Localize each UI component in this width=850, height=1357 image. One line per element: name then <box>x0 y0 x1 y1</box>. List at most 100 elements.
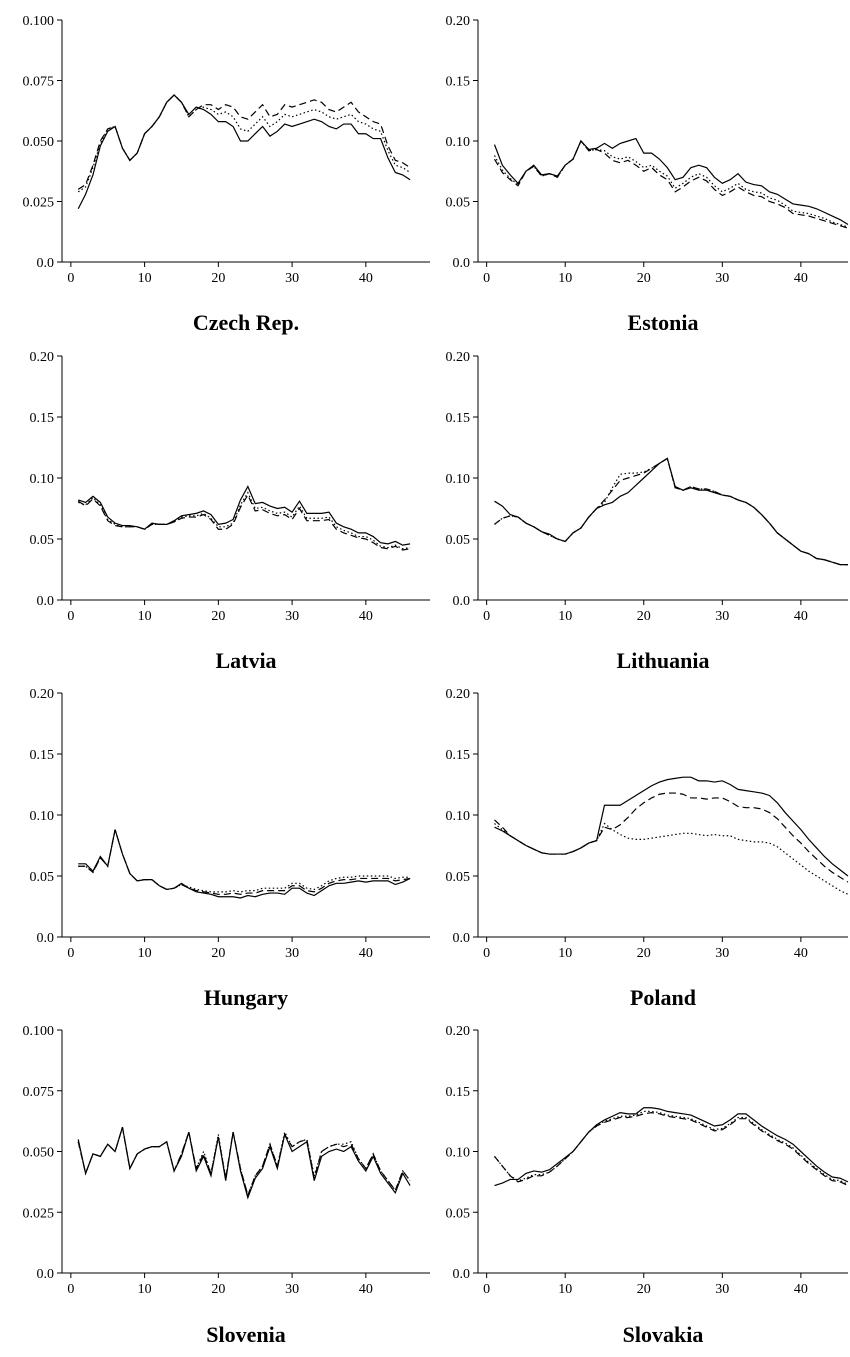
y-tick-label: 0.050 <box>23 135 55 150</box>
series-line <box>494 457 848 566</box>
x-tick-label: 0 <box>483 609 490 624</box>
y-tick-label: 0.05 <box>30 870 55 885</box>
x-tick-label: 20 <box>211 271 225 286</box>
x-tick-label: 40 <box>794 271 808 286</box>
y-tick-label: 0.05 <box>446 870 471 885</box>
series-line <box>494 1112 849 1187</box>
series-line <box>78 829 411 899</box>
series-line <box>77 94 411 210</box>
y-tick-label: 0.10 <box>446 1146 471 1161</box>
y-tick-label: 0.15 <box>446 75 471 90</box>
series-line <box>77 94 411 190</box>
x-tick-label: 20 <box>637 946 651 961</box>
y-tick-label: 0.10 <box>446 135 471 150</box>
x-tick-label: 30 <box>715 946 729 961</box>
x-tick-label: 30 <box>715 271 729 286</box>
x-tick-label: 0 <box>483 1282 490 1297</box>
y-tick-label: 0.100 <box>23 14 55 29</box>
y-tick-label: 0.20 <box>446 1024 471 1039</box>
x-tick-label: 20 <box>637 271 651 286</box>
x-tick-label: 10 <box>558 946 572 961</box>
series-line <box>78 491 411 550</box>
y-tick-label: 0.15 <box>446 1085 471 1100</box>
panel-title: Slovakia <box>623 1322 704 1347</box>
series-line <box>78 829 411 895</box>
panel-title: Lithuania <box>617 648 710 673</box>
x-tick-label: 10 <box>138 271 152 286</box>
y-tick-label: 0.20 <box>446 350 471 365</box>
x-tick-label: 30 <box>285 1282 299 1297</box>
panel-title: Hungary <box>204 985 288 1010</box>
x-tick-label: 10 <box>558 271 572 286</box>
x-tick-label: 40 <box>359 946 373 961</box>
y-tick-label: 0.100 <box>23 1024 55 1039</box>
y-tick-label: 0.15 <box>30 748 55 763</box>
y-tick-label: 0.0 <box>37 1267 55 1282</box>
x-tick-label: 30 <box>285 946 299 961</box>
y-tick-label: 0.20 <box>30 687 55 702</box>
x-tick-label: 40 <box>359 609 373 624</box>
y-tick-label: 0.05 <box>446 1206 471 1221</box>
x-tick-label: 30 <box>715 609 729 624</box>
x-tick-label: 0 <box>67 1282 74 1297</box>
x-tick-label: 20 <box>211 1282 225 1297</box>
x-tick-label: 20 <box>211 946 225 961</box>
x-tick-label: 20 <box>637 1282 651 1297</box>
x-tick-label: 30 <box>285 271 299 286</box>
y-tick-label: 0.0 <box>453 1267 471 1282</box>
y-tick-label: 0.0 <box>37 931 55 946</box>
x-tick-label: 40 <box>794 1282 808 1297</box>
y-tick-label: 0.10 <box>446 472 471 487</box>
y-tick-label: 0.0 <box>453 256 471 271</box>
y-tick-label: 0.05 <box>446 196 471 211</box>
y-tick-label: 0.15 <box>446 411 471 426</box>
series-line <box>78 829 411 893</box>
series-line <box>494 1107 849 1187</box>
y-tick-label: 0.025 <box>23 196 55 211</box>
series-line <box>77 94 411 193</box>
x-tick-label: 20 <box>211 609 225 624</box>
y-tick-label: 0.10 <box>30 472 55 487</box>
x-tick-label: 0 <box>67 609 74 624</box>
y-tick-label: 0.0 <box>37 594 55 609</box>
y-tick-label: 0.20 <box>446 687 471 702</box>
y-tick-label: 0.05 <box>30 533 55 548</box>
x-tick-label: 10 <box>138 609 152 624</box>
panel-title: Czech Rep. <box>193 310 299 335</box>
y-tick-label: 0.15 <box>446 748 471 763</box>
x-tick-label: 20 <box>637 609 651 624</box>
series-line <box>493 137 849 226</box>
x-tick-label: 10 <box>138 1282 152 1297</box>
y-tick-label: 0.050 <box>23 1146 55 1161</box>
x-tick-label: 10 <box>558 1282 572 1297</box>
y-tick-label: 0.10 <box>30 809 55 824</box>
series-line <box>77 1127 411 1200</box>
x-tick-label: 0 <box>67 946 74 961</box>
x-tick-label: 40 <box>359 1282 373 1297</box>
series-line <box>494 776 849 877</box>
series-line <box>493 139 849 228</box>
x-tick-label: 40 <box>794 946 808 961</box>
y-tick-label: 0.20 <box>446 14 471 29</box>
x-tick-label: 30 <box>285 609 299 624</box>
y-tick-label: 0.0 <box>453 931 471 946</box>
y-tick-label: 0.0 <box>453 594 471 609</box>
series-line <box>494 457 848 566</box>
x-tick-label: 40 <box>359 271 373 286</box>
y-tick-label: 0.20 <box>30 350 55 365</box>
panel-title: Slovenia <box>206 1322 285 1347</box>
series-line <box>494 792 849 883</box>
x-tick-label: 40 <box>794 609 808 624</box>
y-tick-label: 0.025 <box>23 1206 55 1221</box>
x-tick-label: 0 <box>483 271 490 286</box>
x-tick-label: 10 <box>138 946 152 961</box>
panel-title: Estonia <box>628 310 699 335</box>
panel-title: Latvia <box>215 648 276 673</box>
x-tick-label: 0 <box>67 271 74 286</box>
x-tick-label: 0 <box>483 946 490 961</box>
series-line <box>494 822 849 895</box>
y-tick-label: 0.10 <box>446 809 471 824</box>
x-tick-label: 30 <box>715 1282 729 1297</box>
